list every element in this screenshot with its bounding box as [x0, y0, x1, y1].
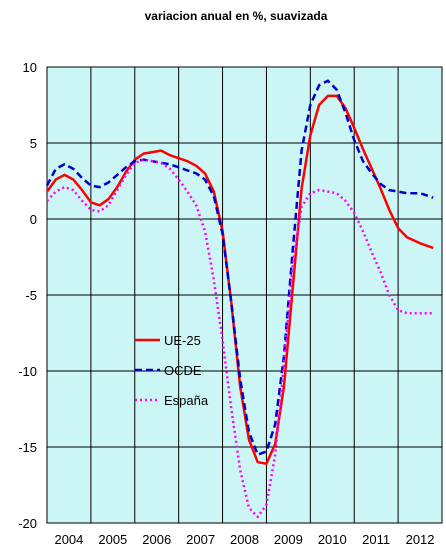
x-tick-label: 2007	[186, 532, 215, 547]
y-tick-label: 0	[30, 212, 37, 227]
x-tick-label: 2005	[98, 532, 127, 547]
x-tick-label: 2009	[274, 532, 303, 547]
series-line-ocde	[45, 79, 434, 456]
series-layer	[45, 79, 434, 519]
x-tick-label: 2011	[362, 532, 390, 547]
y-tick-label: -5	[25, 288, 37, 303]
legend: UE-25 OCDE España	[135, 333, 209, 408]
x-tick-label: 2008	[230, 532, 259, 547]
y-axis: 10 5 0 -5 -10 -15 -20	[18, 60, 37, 531]
x-tick-label: 2010	[318, 532, 347, 547]
series-line-espa-a	[46, 158, 434, 519]
x-tick-label: 2004	[54, 532, 83, 547]
x-tick-label: 2012	[406, 532, 435, 547]
y-tick-label: 5	[30, 136, 37, 151]
y-tick-label: 10	[23, 60, 37, 75]
y-tick-label: -20	[18, 516, 37, 531]
legend-label: OCDE	[164, 363, 202, 378]
y-tick-label: -10	[18, 364, 37, 379]
y-tick-label: -15	[18, 440, 37, 455]
x-axis: 2004 2005 2006 2007 2008 2009 2010 2011 2012	[54, 532, 434, 547]
gridlines	[46, 66, 443, 524]
legend-label: España	[164, 393, 209, 408]
chart-title: variacion anual en %, suavizada	[145, 9, 328, 23]
legend-label: UE-25	[164, 333, 201, 348]
x-tick-label: 2006	[142, 532, 171, 547]
